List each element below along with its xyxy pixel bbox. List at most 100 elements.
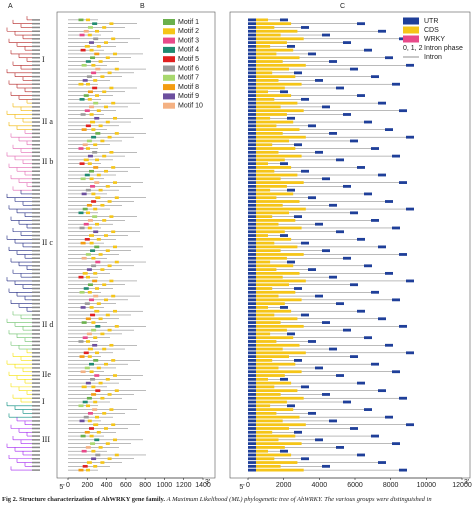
utr-box: [248, 60, 256, 63]
cds-box: [256, 71, 273, 75]
legend-label: 0, 1, 2: [403, 45, 423, 52]
cds-box: [256, 389, 298, 393]
cds-box: [256, 222, 279, 226]
utr-box: [248, 192, 256, 196]
motif-box: [107, 328, 112, 332]
utr-box: [248, 230, 256, 234]
motif-box: [87, 412, 93, 415]
utr-box: [248, 253, 256, 256]
utr-box: [248, 453, 256, 457]
motif-box: [84, 430, 90, 434]
motif-box: [102, 347, 107, 351]
motif-box: [87, 226, 92, 230]
utr-box: [315, 79, 323, 82]
utr-box: [399, 468, 407, 472]
legend-swatch: [163, 74, 175, 81]
legend-label: CDS: [424, 27, 439, 34]
motif-box: [93, 230, 99, 234]
motif-box: [78, 82, 84, 86]
motif-box: [94, 245, 100, 249]
cds-box: [256, 139, 289, 143]
utr-box: [350, 211, 358, 215]
utr-box: [248, 113, 256, 116]
motif-box: [86, 340, 90, 343]
utr-box: [248, 468, 256, 472]
motif-box: [91, 128, 96, 131]
axis-end: 5': [59, 484, 64, 491]
utr-box: [248, 358, 256, 362]
utr-box: [248, 124, 256, 128]
cds-box: [256, 75, 296, 79]
motif-box: [84, 302, 90, 305]
motif-box: [82, 143, 88, 147]
tick-label: 600: [120, 482, 132, 489]
motif-box: [111, 37, 116, 41]
utr-box: [248, 22, 256, 26]
motif-box: [84, 366, 90, 370]
utr-box: [308, 411, 316, 415]
motif-box: [89, 105, 94, 109]
utr-box: [399, 396, 407, 400]
motif-box: [95, 132, 101, 135]
cds-box: [256, 457, 275, 461]
motif-box: [89, 362, 94, 366]
cds-box: [256, 33, 281, 37]
tick-label: 0: [66, 482, 70, 489]
motif-box: [93, 207, 98, 211]
cds-box: [256, 37, 304, 41]
legend-swatch: [163, 84, 175, 91]
cds-box: [256, 158, 285, 162]
utr-box: [248, 294, 256, 298]
cds-box: [256, 306, 268, 309]
utr-box: [406, 279, 414, 283]
motif-box: [93, 465, 98, 468]
motif-box: [95, 389, 101, 392]
cds-box: [256, 116, 271, 120]
utr-box: [248, 396, 256, 400]
cds-box: [256, 188, 271, 192]
motif-box: [91, 192, 96, 196]
cds-box: [256, 211, 289, 215]
utr-box: [315, 150, 323, 154]
utr-box: [399, 253, 407, 256]
motif-box: [83, 415, 89, 419]
utr-box: [248, 215, 256, 219]
utr-box: [364, 120, 372, 124]
utr-box: [248, 90, 256, 94]
cds-box: [256, 381, 292, 385]
utr-box: [248, 351, 256, 355]
motif-box: [86, 139, 92, 143]
utr-box: [248, 442, 256, 446]
motif-box: [114, 260, 119, 264]
utr-box: [378, 317, 386, 321]
motif-box: [95, 325, 101, 328]
panel-label: A: [8, 3, 13, 10]
panel-label: B: [140, 3, 145, 10]
motif-box: [114, 132, 119, 135]
motif-box: [79, 98, 85, 101]
group-label: II d: [42, 320, 53, 329]
utr-box: [248, 128, 256, 132]
utr-box: [248, 203, 256, 207]
utr-box: [248, 26, 256, 29]
motif-box: [93, 423, 99, 427]
motif-box: [96, 366, 101, 370]
utr-box: [248, 374, 256, 377]
motif-box: [95, 158, 99, 162]
motif-box: [105, 120, 110, 124]
utr-box: [371, 75, 379, 79]
motif-box: [87, 90, 93, 94]
motif-box: [92, 22, 98, 25]
cds-box: [256, 226, 302, 230]
utr-box: [406, 207, 414, 211]
motif-box: [87, 283, 93, 287]
motif-box: [86, 147, 90, 150]
cds-box: [256, 317, 298, 321]
motif-box: [94, 52, 100, 56]
utr-box: [248, 370, 256, 374]
motif-box: [80, 306, 86, 309]
utr-box: [248, 336, 256, 340]
motif-box: [93, 359, 99, 362]
motif-box: [79, 419, 85, 423]
motif-box: [114, 196, 119, 200]
